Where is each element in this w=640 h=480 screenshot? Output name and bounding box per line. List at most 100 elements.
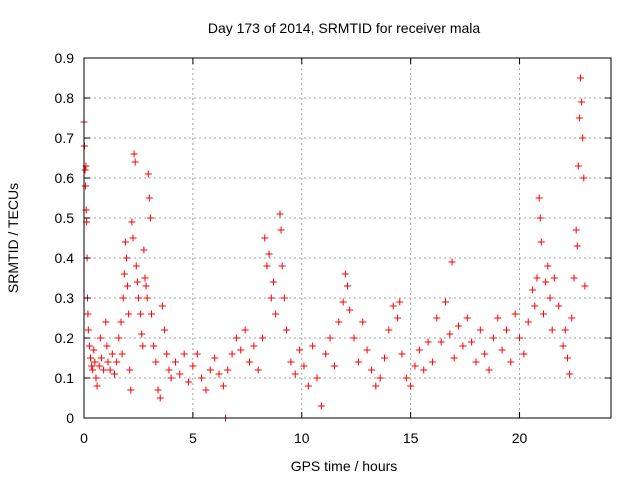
- x-tick-label: 5: [189, 430, 197, 446]
- data-point: [117, 318, 125, 326]
- data-point: [165, 366, 173, 374]
- data-point: [283, 326, 291, 334]
- data-point: [134, 294, 142, 302]
- y-axis-label: SRMTID / TECUs: [5, 183, 21, 293]
- grid-layer: [84, 58, 611, 418]
- data-point: [448, 258, 456, 266]
- data-point: [533, 274, 541, 282]
- data-point: [93, 382, 101, 390]
- data-point: [140, 246, 148, 254]
- data-point: [566, 370, 574, 378]
- data-point: [344, 282, 351, 290]
- data-point: [548, 326, 556, 334]
- data-point: [322, 350, 330, 358]
- data-point: [304, 382, 312, 390]
- data-point: [568, 314, 576, 322]
- data-point: [550, 274, 558, 282]
- data-point: [398, 350, 406, 358]
- data-point: [472, 358, 480, 366]
- data-point: [148, 310, 156, 318]
- data-point: [102, 318, 110, 326]
- data-point: [189, 362, 197, 370]
- y-tick-label: 0.2: [55, 330, 75, 346]
- data-point: [536, 214, 544, 222]
- data-point: [154, 386, 162, 394]
- y-tick-label: 0.6: [55, 170, 75, 186]
- data-point: [341, 270, 349, 278]
- data-point: [103, 342, 111, 350]
- data-point: [437, 338, 445, 346]
- data-point: [385, 326, 393, 334]
- data-point: [396, 298, 404, 306]
- data-point: [97, 354, 105, 362]
- data-point: [535, 194, 543, 202]
- x-tick-label: 15: [403, 430, 419, 446]
- data-point: [524, 318, 532, 326]
- chart-title: Day 173 of 2014, SRMTID for receiver mal…: [208, 20, 481, 36]
- data-point: [81, 166, 89, 174]
- data-point: [158, 302, 166, 310]
- y-tick-label: 0.1: [55, 370, 75, 386]
- data-point: [481, 350, 489, 358]
- data-point: [144, 170, 152, 178]
- data-point: [498, 346, 506, 354]
- data-point: [581, 282, 589, 290]
- data-point: [137, 310, 145, 318]
- data-point: [276, 210, 284, 218]
- plot-frame: [83, 57, 612, 419]
- data-point: [573, 242, 581, 250]
- y-tick-label: 0.8: [55, 90, 75, 106]
- data-point: [121, 238, 129, 246]
- data-point: [176, 370, 184, 378]
- data-point: [420, 366, 428, 374]
- data-point: [537, 238, 545, 246]
- data-point: [224, 366, 232, 374]
- data-point: [139, 342, 147, 350]
- points-layer: [80, 74, 589, 422]
- data-point: [555, 302, 563, 310]
- data-point: [309, 342, 317, 350]
- data-point: [128, 218, 136, 226]
- data-point: [520, 350, 528, 358]
- data-point: [202, 386, 210, 394]
- data-point: [339, 298, 347, 306]
- data-point: [171, 358, 179, 366]
- data-point: [156, 394, 164, 402]
- data-point: [546, 294, 554, 302]
- data-point: [167, 374, 175, 382]
- data-point: [572, 226, 580, 234]
- x-axis-label: GPS time / hours: [291, 458, 398, 474]
- y-tick-label: 0.4: [55, 250, 75, 266]
- data-point: [511, 310, 519, 318]
- data-point: [161, 326, 169, 334]
- data-point: [110, 370, 118, 378]
- data-point: [300, 362, 308, 370]
- data-point: [463, 314, 471, 322]
- ticks-layer: 0 0.1 0.2 0.3 0.4 0.5 0.6 0.7 0.8 0.9 0 5 10 15 20: [55, 50, 611, 446]
- data-point: [278, 262, 286, 270]
- data-point: [280, 294, 288, 302]
- data-point: [180, 350, 188, 358]
- data-point: [198, 374, 206, 382]
- data-point: [95, 362, 103, 370]
- data-point: [389, 302, 397, 310]
- data-point: [84, 310, 92, 318]
- y-tick-label: 0: [66, 410, 74, 426]
- data-point: [118, 350, 126, 358]
- data-point: [367, 366, 375, 374]
- data-point: [296, 346, 304, 354]
- data-point: [381, 354, 389, 362]
- data-point: [90, 346, 98, 354]
- data-point: [287, 358, 295, 366]
- data-point: [559, 342, 567, 350]
- data-point: [407, 382, 415, 390]
- data-point: [132, 262, 140, 270]
- data-point: [575, 114, 583, 122]
- data-point: [92, 374, 100, 382]
- data-point: [254, 366, 262, 374]
- data-point: [142, 282, 150, 290]
- data-point: [291, 370, 299, 378]
- data-point: [424, 338, 432, 346]
- data-point: [579, 134, 587, 142]
- data-point: [577, 74, 585, 82]
